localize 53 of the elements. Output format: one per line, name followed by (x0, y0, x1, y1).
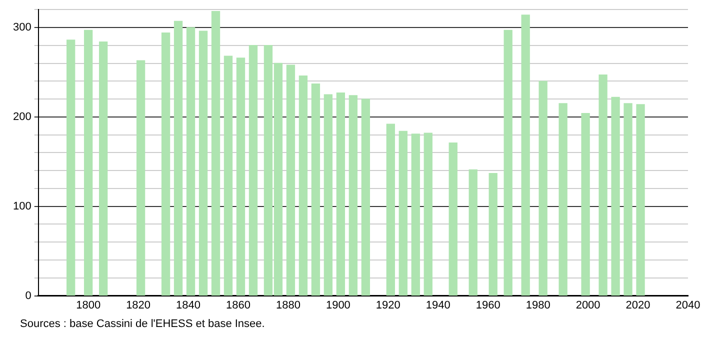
bar (581, 113, 590, 296)
bar (468, 169, 478, 296)
bar (448, 142, 458, 296)
bar (348, 95, 358, 296)
bar (411, 134, 420, 296)
bar (624, 103, 632, 296)
x-tick-label: 1940 (426, 299, 450, 312)
bar (521, 14, 530, 296)
y-tick-label: 0 (25, 290, 32, 302)
bar (336, 92, 346, 296)
bar (538, 80, 548, 296)
x-tick-label: 1960 (476, 299, 500, 312)
x-tick-label: 2020 (626, 299, 650, 312)
bar (298, 75, 308, 296)
bar (398, 130, 408, 296)
bar (558, 103, 568, 296)
x-tick-label: 1920 (376, 299, 400, 312)
bar (211, 11, 220, 296)
bar (286, 64, 296, 296)
bar (324, 94, 333, 296)
bar (224, 56, 233, 296)
x-tick-label: 2040 (676, 299, 700, 312)
bar (361, 98, 370, 296)
bar (504, 30, 512, 296)
bar (424, 132, 432, 296)
bar (66, 40, 76, 296)
bar (186, 27, 196, 296)
bar (198, 30, 208, 296)
x-tick-label: 1900 (326, 299, 350, 312)
bar (98, 41, 108, 296)
y-tick-label: 300 (12, 22, 32, 34)
bar (84, 30, 93, 296)
y-tick-label: 100 (12, 200, 32, 212)
bar (311, 84, 320, 296)
bar (136, 60, 146, 296)
x-tick-label: 1980 (526, 299, 550, 312)
x-tick-label: 1880 (276, 299, 300, 312)
x-tick-label: 1800 (76, 299, 101, 312)
y-tick-label: 200 (12, 110, 32, 123)
x-tick-label: 1840 (176, 299, 201, 312)
bar (161, 32, 170, 296)
bar (611, 96, 620, 296)
x-tick-label: 1860 (226, 299, 250, 312)
bar (248, 45, 258, 296)
bar (386, 124, 395, 296)
x-tick-label: 2000 (576, 299, 600, 312)
source-note: Sources : base Cassini de l'EHESS et base Insee. (20, 318, 265, 330)
bar (636, 104, 645, 296)
bar (174, 20, 183, 296)
bar (488, 172, 498, 296)
bar (598, 74, 608, 296)
x-tick-label: 1820 (126, 299, 151, 312)
bar (236, 58, 246, 296)
